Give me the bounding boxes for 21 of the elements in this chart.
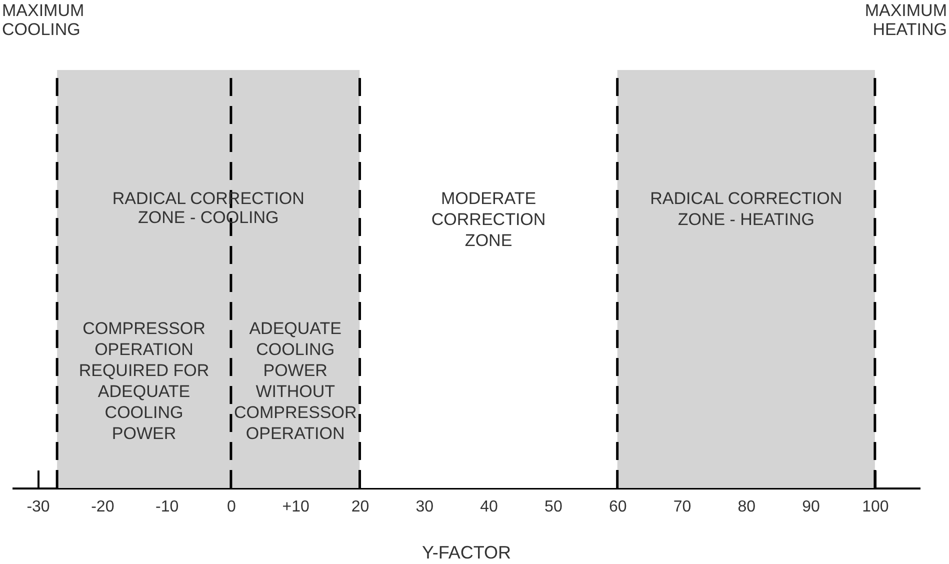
x-tick-label: 50 — [544, 498, 562, 516]
x-tick-label: 0 — [226, 498, 236, 516]
series-label: MODERATE CORRECTION ZONE — [431, 189, 546, 250]
x-tick-label: +10 — [282, 498, 310, 516]
x-tick-label: 20 — [351, 498, 370, 516]
x-tick-label: 90 — [802, 498, 820, 516]
series-label: COMPRESSOR OPERATION REQUIRED FOR ADEQUATE COOLING POWER — [78, 318, 210, 443]
x-tick-label: 100 — [862, 498, 889, 516]
x-tick-label: 80 — [738, 498, 756, 516]
text: MAXIMUM COOLING — [2, 1, 84, 40]
x-tick-label: 30 — [416, 498, 434, 516]
series-label: RADICAL CORRECTION ZONE - HEATING — [650, 189, 842, 230]
x-tick-label: 40 — [480, 498, 498, 516]
x-tick-label: -10 — [155, 498, 179, 516]
text: MAXIMUM HEATING — [864, 1, 947, 40]
series-label: ADEQUATE COOLING POWER WITHOUT COMPRESSOR OPERATION — [234, 318, 357, 443]
x-tick-label: 70 — [673, 498, 692, 516]
x-tick-label: -30 — [26, 498, 50, 516]
x-tick-label: 60 — [608, 498, 627, 516]
x-axis-title: Y-FACTOR — [422, 542, 512, 562]
x-tick-label: -20 — [91, 498, 114, 516]
